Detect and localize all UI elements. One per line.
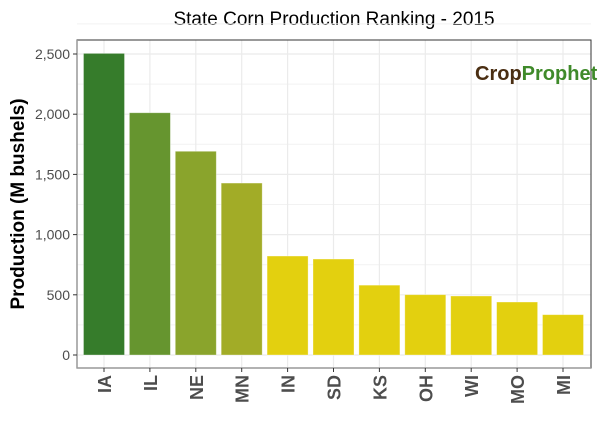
- x-tick-label: KS: [370, 375, 390, 400]
- y-tick-label: 1,000: [35, 227, 70, 243]
- y-tick-label: 1,500: [35, 166, 70, 182]
- bar-MI: [542, 314, 584, 356]
- y-tick-label: 2,000: [35, 106, 70, 122]
- x-tick-label: IN: [279, 375, 299, 393]
- x-tick-label: MI: [554, 375, 574, 395]
- bar-MO: [496, 301, 539, 356]
- bar-SD: [312, 258, 355, 356]
- bar-IA: [83, 52, 125, 356]
- y-tick-label: 500: [47, 287, 71, 303]
- x-tick-label: NE: [187, 375, 207, 400]
- x-tick-label: IL: [141, 375, 161, 391]
- bar-WI: [450, 295, 493, 356]
- bar-MN: [220, 182, 263, 356]
- x-tick-label: SD: [325, 375, 345, 400]
- bar-IN: [266, 255, 309, 356]
- bar-NE: [174, 150, 217, 356]
- x-tick-label: WI: [462, 375, 482, 397]
- x-tick-label: OH: [416, 375, 436, 402]
- y-tick-label: 0: [62, 347, 70, 363]
- bar-IL: [128, 112, 171, 356]
- cropprophet-logo: CropProphet: [475, 63, 598, 85]
- bar-KS: [358, 284, 401, 356]
- chart-title: State Corn Production Ranking - 2015: [173, 9, 494, 30]
- x-tick-label: MO: [508, 375, 528, 404]
- bar-OH: [404, 294, 447, 356]
- x-tick-label: MN: [233, 375, 253, 403]
- x-tick-label: IA: [95, 375, 115, 393]
- y-tick-label: 2,500: [35, 46, 70, 62]
- y-axis-label: Production (M bushels): [8, 98, 29, 309]
